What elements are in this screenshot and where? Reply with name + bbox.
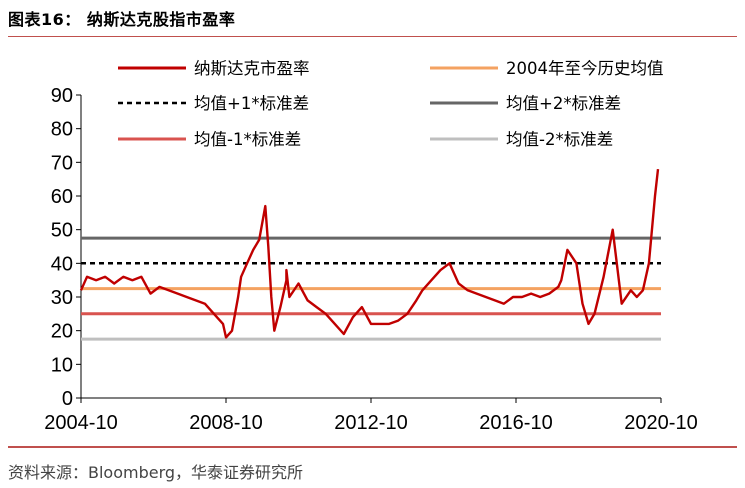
source-note: 资料来源：Bloomberg，华泰证券研究所 xyxy=(8,463,304,482)
x-axis: 2004-10 2008-10 2012-10 2016-10 2020-10 xyxy=(44,397,698,434)
y-tick-label: 40 xyxy=(51,253,73,275)
y-tick-label: 10 xyxy=(51,354,73,376)
y-tick-label: 60 xyxy=(51,186,73,208)
y-tick-label: 20 xyxy=(51,321,73,343)
legend-label-0: 纳斯达克市盈率 xyxy=(194,59,310,78)
y-tick-label: 80 xyxy=(51,119,73,141)
series-layer xyxy=(79,168,661,341)
x-tick-label: 2012-10 xyxy=(334,412,407,434)
legend-label-2: 均值+1*标准差 xyxy=(194,94,309,113)
y-tick-label: 50 xyxy=(51,220,73,242)
source-divider xyxy=(8,446,737,448)
y-tick-label: 90 xyxy=(51,85,73,107)
y-tick-label: 0 xyxy=(62,388,73,410)
x-tick-label: 2016-10 xyxy=(479,412,552,434)
y-tick-label: 30 xyxy=(51,287,73,309)
legend-label-1: 2004年至今历史均值 xyxy=(506,59,664,78)
x-tick-label: 2004-10 xyxy=(44,412,117,434)
y-axis: 0 10 20 30 40 50 60 70 80 90 xyxy=(51,85,82,410)
series-line-0 xyxy=(79,168,660,339)
title-divider xyxy=(8,36,737,37)
legend-label-5: 均值-2*标准差 xyxy=(506,130,613,149)
x-tick-label: 2020-10 xyxy=(624,412,697,434)
legend-label-4: 均值-1*标准差 xyxy=(194,130,301,149)
legend-label-3: 均值+2*标准差 xyxy=(506,94,621,113)
x-tick-label: 2008-10 xyxy=(189,412,262,434)
figure-title: 图表16： 纳斯达克股指市盈率 xyxy=(8,10,236,29)
y-tick-label: 70 xyxy=(51,152,73,174)
